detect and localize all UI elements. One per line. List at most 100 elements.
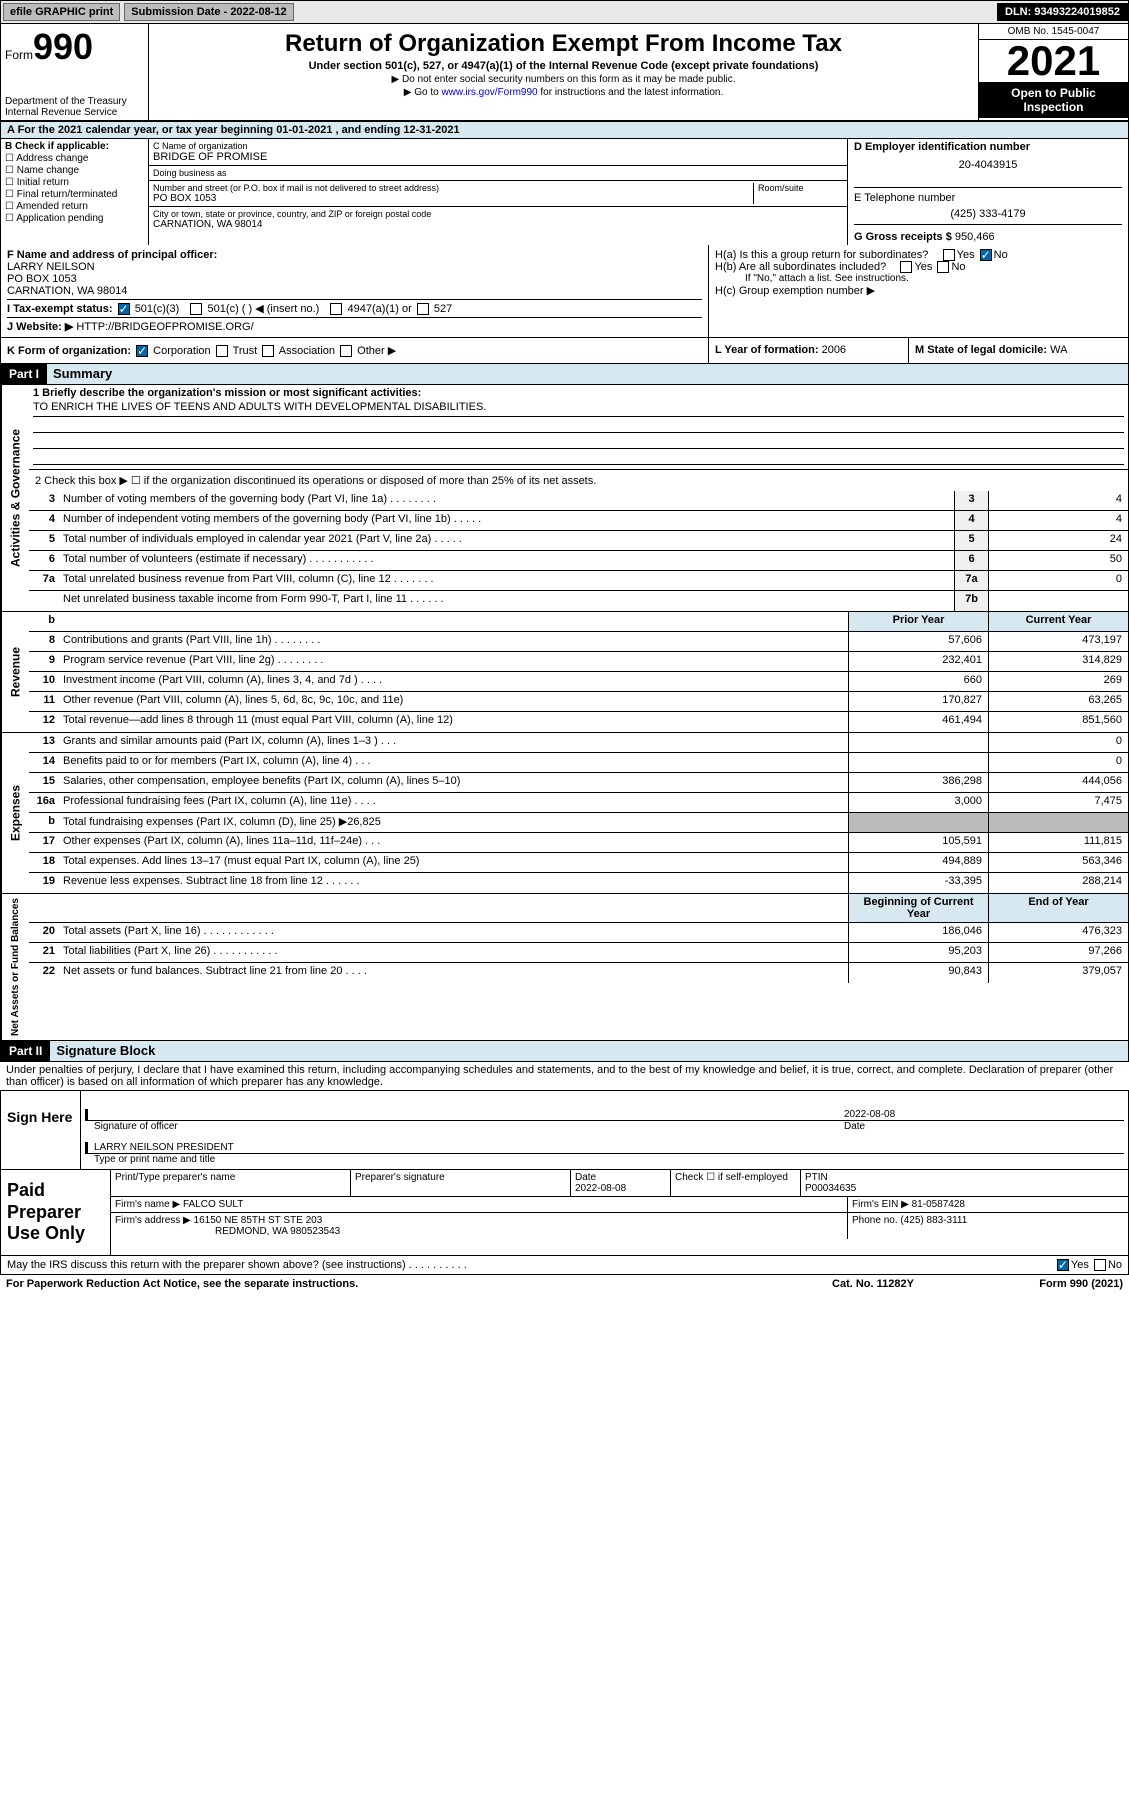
phone-value: (425) 333-4179 bbox=[854, 208, 1122, 220]
form-note2: ▶ Go to www.irs.gov/Form990 for instruct… bbox=[153, 87, 974, 98]
part2-title: Signature Block bbox=[50, 1043, 155, 1058]
summary-revenue: Revenue bPrior YearCurrent Year 8Contrib… bbox=[0, 612, 1129, 733]
efile-button[interactable]: efile GRAPHIC print bbox=[3, 3, 120, 21]
side-governance: Activities & Governance bbox=[1, 385, 29, 611]
form-header: Form990 Department of the Treasury Inter… bbox=[0, 24, 1129, 122]
firm-ein-label: Firm's EIN ▶ bbox=[852, 1199, 909, 1210]
firm-phone: (425) 883-3111 bbox=[900, 1215, 967, 1226]
discuss-text: May the IRS discuss this return with the… bbox=[7, 1259, 1055, 1271]
chk-hb-yes[interactable] bbox=[900, 261, 912, 273]
chk-4947[interactable] bbox=[330, 303, 342, 315]
exp-line-17: 17Other expenses (Part IX, column (A), l… bbox=[29, 833, 1128, 853]
exp-line-16a: 16aProfessional fundraising fees (Part I… bbox=[29, 793, 1128, 813]
chk-amended[interactable]: ☐ Amended return bbox=[5, 201, 144, 212]
street-label: Number and street (or P.O. box if mail i… bbox=[153, 183, 753, 193]
chk-ha-yes[interactable] bbox=[943, 249, 955, 261]
top-bar: efile GRAPHIC print Submission Date - 20… bbox=[0, 0, 1129, 24]
officer-name: LARRY NEILSON bbox=[7, 261, 702, 273]
gov-line-5: 5Total number of individuals employed in… bbox=[29, 531, 1128, 551]
row-a: A For the 2021 calendar year, or tax yea… bbox=[0, 122, 1129, 139]
form-prefix: Form bbox=[5, 48, 33, 62]
exp-line-13: 13Grants and similar amounts paid (Part … bbox=[29, 733, 1128, 753]
form-title: Return of Organization Exempt From Incom… bbox=[153, 30, 974, 58]
domicile-label: M State of legal domicile: bbox=[915, 344, 1047, 356]
chk-other[interactable] bbox=[340, 345, 352, 357]
part1-title: Summary bbox=[47, 366, 112, 381]
chk-527[interactable] bbox=[417, 303, 429, 315]
dba-label: Doing business as bbox=[153, 168, 843, 178]
chk-address-change[interactable]: ☐ Address change bbox=[5, 153, 144, 164]
current-year-hdr: Current Year bbox=[988, 612, 1128, 631]
side-net: Net Assets or Fund Balances bbox=[1, 894, 29, 1040]
chk-application-pending[interactable]: ☐ Application pending bbox=[5, 213, 144, 224]
ptin-hdr: PTIN bbox=[805, 1172, 1124, 1183]
gov-line-7a: 7aTotal unrelated business revenue from … bbox=[29, 571, 1128, 591]
exp-line-18: 18Total expenses. Add lines 13–17 (must … bbox=[29, 853, 1128, 873]
firm-name: FALCO SULT bbox=[183, 1199, 243, 1210]
form-number: 990 bbox=[33, 26, 93, 67]
officer-signature-line[interactable] bbox=[85, 1109, 844, 1120]
chk-discuss-no[interactable] bbox=[1094, 1259, 1106, 1271]
dln-label: DLN: 93493224019852 bbox=[997, 3, 1128, 21]
beg-year-hdr: Beginning of Current Year bbox=[848, 894, 988, 922]
phone-label: E Telephone number bbox=[854, 192, 955, 204]
ein-value: 20-4043915 bbox=[854, 159, 1122, 171]
hb-note: If "No," attach a list. See instructions… bbox=[715, 273, 1122, 284]
side-expenses: Expenses bbox=[1, 733, 29, 893]
rev-line-9: 9Program service revenue (Part VIII, lin… bbox=[29, 652, 1128, 672]
exp-line-b: bTotal fundraising expenses (Part IX, co… bbox=[29, 813, 1128, 833]
firm-addr2: REDMOND, WA 980523543 bbox=[115, 1226, 340, 1237]
rev-line-8: 8Contributions and grants (Part VIII, li… bbox=[29, 632, 1128, 652]
org-name-label: C Name of organization bbox=[153, 141, 843, 151]
title-cell: Return of Organization Exempt From Incom… bbox=[149, 24, 978, 120]
form-subtitle: Under section 501(c), 527, or 4947(a)(1)… bbox=[153, 60, 974, 72]
ptin-val: P00034635 bbox=[805, 1183, 1124, 1194]
section-f-h: F Name and address of principal officer:… bbox=[0, 245, 1129, 338]
footer-note: For Paperwork Reduction Act Notice, see … bbox=[0, 1275, 1129, 1293]
chk-trust[interactable] bbox=[216, 345, 228, 357]
irs-link[interactable]: www.irs.gov/Form990 bbox=[441, 87, 537, 98]
section-c-wrapper: C Name of organizationBRIDGE OF PROMISE … bbox=[149, 139, 1128, 245]
org-name: BRIDGE OF PROMISE bbox=[153, 151, 843, 163]
mission-text: TO ENRICH THE LIVES OF TEENS AND ADULTS … bbox=[33, 401, 1124, 417]
rev-line-12: 12Total revenue—add lines 8 through 11 (… bbox=[29, 712, 1128, 732]
form-number-cell: Form990 Department of the Treasury Inter… bbox=[1, 24, 149, 120]
prep-self-emp[interactable]: Check ☐ if self-employed bbox=[671, 1170, 801, 1196]
chk-501c3[interactable] bbox=[118, 303, 130, 315]
net-line-22: 22Net assets or fund balances. Subtract … bbox=[29, 963, 1128, 983]
city-value: CARNATION, WA 98014 bbox=[153, 219, 843, 230]
room-label: Room/suite bbox=[758, 183, 843, 193]
gov-line-4: 4Number of independent voting members of… bbox=[29, 511, 1128, 531]
prep-sig-hdr: Preparer's signature bbox=[351, 1170, 571, 1196]
chk-hb-no[interactable] bbox=[937, 261, 949, 273]
year-cell: OMB No. 1545-0047 2021 Open to Public In… bbox=[978, 24, 1128, 120]
hb-label: H(b) Are all subordinates included? bbox=[715, 261, 886, 273]
exp-line-19: 19Revenue less expenses. Subtract line 1… bbox=[29, 873, 1128, 893]
preparer-label: Paid Preparer Use Only bbox=[1, 1170, 111, 1255]
section-h: H(a) Is this a group return for subordin… bbox=[708, 245, 1128, 337]
prep-date-hdr: Date bbox=[575, 1172, 666, 1183]
chk-corp[interactable] bbox=[136, 345, 148, 357]
chk-final-return[interactable]: ☐ Final return/terminated bbox=[5, 189, 144, 200]
part1-tag: Part I bbox=[1, 364, 47, 384]
hc-label: H(c) Group exemption number ▶ bbox=[715, 284, 1122, 297]
firm-ein: 81-0587428 bbox=[912, 1199, 965, 1210]
submission-date-button[interactable]: Submission Date - 2022-08-12 bbox=[124, 3, 293, 21]
chk-assoc[interactable] bbox=[262, 345, 274, 357]
firm-phone-label: Phone no. bbox=[852, 1215, 898, 1226]
officer-print-name: LARRY NEILSON PRESIDENT bbox=[85, 1142, 1124, 1154]
chk-initial-return[interactable]: ☐ Initial return bbox=[5, 177, 144, 188]
chk-name-change[interactable]: ☐ Name change bbox=[5, 165, 144, 176]
ha-label: H(a) Is this a group return for subordin… bbox=[715, 249, 928, 261]
col-header-row: bPrior YearCurrent Year bbox=[29, 612, 1128, 632]
chk-discuss-yes[interactable] bbox=[1057, 1259, 1069, 1271]
row-klm: K Form of organization: Corporation Trus… bbox=[0, 338, 1129, 364]
mission-block: 1 Briefly describe the organization's mi… bbox=[29, 385, 1128, 470]
net-line-20: 20Total assets (Part X, line 16) . . . .… bbox=[29, 923, 1128, 943]
chk-501c[interactable] bbox=[190, 303, 202, 315]
preparer-grid: Print/Type preparer's name Preparer's si… bbox=[111, 1170, 1128, 1255]
section-bcdeg: B Check if applicable: ☐ Address change … bbox=[0, 139, 1129, 245]
discuss-row: May the IRS discuss this return with the… bbox=[0, 1256, 1129, 1275]
chk-ha-no[interactable] bbox=[980, 249, 992, 261]
officer-label: F Name and address of principal officer: bbox=[7, 249, 217, 261]
